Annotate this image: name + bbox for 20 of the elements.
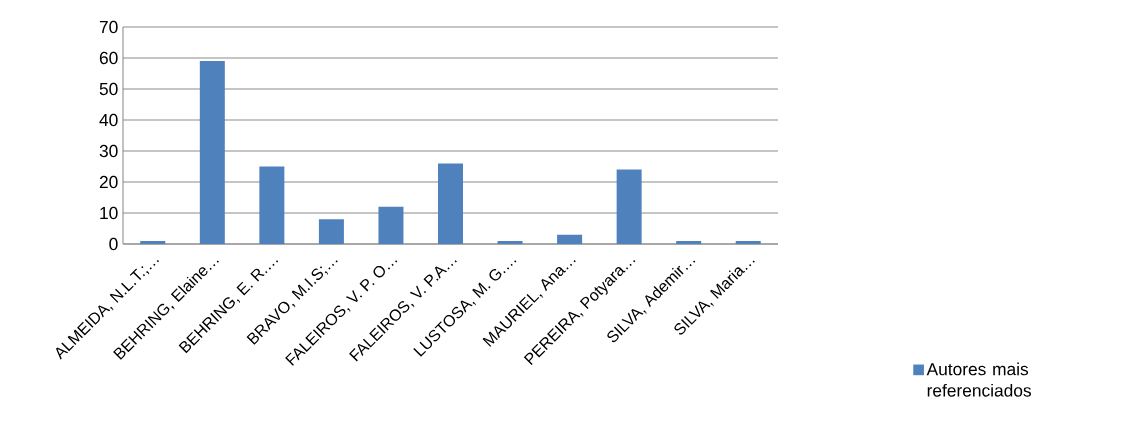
- y-tick-label: 30: [99, 144, 118, 158]
- bar: [497, 240, 523, 244]
- bar: [616, 169, 642, 244]
- bar: [378, 206, 404, 244]
- y-tick-label: 10: [100, 206, 118, 220]
- y-tick-label: 60: [99, 51, 118, 65]
- bar: [438, 163, 463, 244]
- bar: [318, 219, 344, 244]
- legend-label: Autores mais referenciados: [926, 362, 1031, 397]
- y-tick-label: 20: [99, 175, 118, 189]
- y-tick-label: 70: [99, 20, 118, 34]
- y-tick-label: 40: [99, 113, 118, 127]
- bar: [735, 240, 761, 244]
- y-tick-label: 0: [109, 237, 118, 251]
- bar: [259, 166, 285, 244]
- y-tick-label: 50: [99, 82, 118, 96]
- bar: [199, 61, 225, 244]
- bar: [676, 240, 702, 244]
- bar: [557, 234, 583, 244]
- bar: [140, 240, 166, 244]
